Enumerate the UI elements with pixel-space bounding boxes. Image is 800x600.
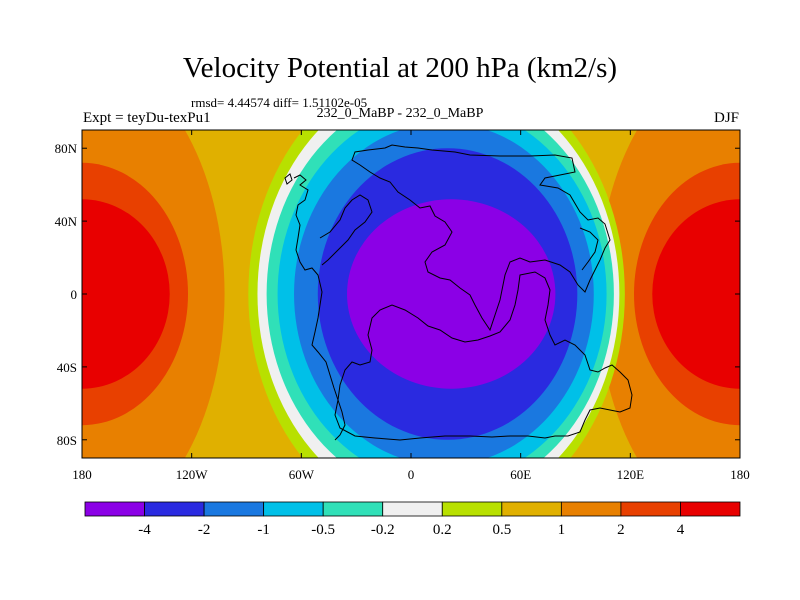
colorbar-label: -1: [257, 522, 270, 538]
x-tick-label: 60E: [510, 467, 531, 482]
x-tick-label: 120E: [617, 467, 645, 482]
colorbar-label: 0.2: [433, 522, 452, 538]
colorbar-box: [382, 501, 443, 517]
stats-text: rmsd= 4.44574 diff= 1.51102e-05: [191, 95, 368, 110]
x-tick-label: 120W: [176, 467, 209, 482]
colorbar-box: [680, 501, 741, 517]
x-tick-label: 0: [408, 467, 415, 482]
colorbar-label: 2: [617, 522, 625, 538]
comparison-label: 232_0_MaBP - 232_0_MaBP: [316, 106, 484, 121]
colorbar-box: [501, 501, 562, 517]
contour-band-positive: [652, 199, 740, 389]
continent-outline: [284, 144, 633, 441]
experiment-label: Expt = teyDu-texPu1: [83, 110, 211, 126]
colorbar-box: [322, 501, 384, 517]
x-tick-label: 180: [730, 467, 750, 482]
x-tick-label: 180: [72, 467, 92, 482]
colorbar-label: -0.5: [311, 522, 335, 538]
y-tick-label: 40N: [55, 214, 78, 229]
colorbar-box: [560, 501, 622, 517]
season-label: DJF: [713, 110, 739, 126]
colorbar-label: 4: [677, 522, 685, 538]
colorbar-box: [84, 501, 145, 517]
chart-title: Velocity Potential at 200 hPa (km2/s): [182, 52, 618, 84]
axes: 180 120W 60W 0 60E 120E 180 80N 40N 0 40S 80S: [55, 130, 750, 482]
colorbar-label: -2: [198, 522, 211, 538]
contour-field: [82, 130, 740, 458]
colorbar-box: [263, 501, 324, 517]
colorbar-label: -0.2: [371, 522, 395, 538]
colorbar-box: [441, 501, 503, 517]
contour-band: [347, 199, 556, 389]
colorbar-box: [620, 501, 681, 517]
y-tick-label: 80N: [55, 141, 78, 156]
y-tick-label: 80S: [57, 433, 77, 448]
y-tick-label: 40S: [57, 360, 77, 375]
colorbar-label: 1: [558, 522, 566, 538]
x-tick-label: 60W: [289, 467, 315, 482]
colorbar-label: 0.5: [492, 522, 511, 538]
colorbar: -4 -2 -1 -0.5 -0.2 0.2 0.5 1 2 4: [84, 501, 741, 538]
contour-band-positive: [82, 199, 170, 389]
colorbar-box: [144, 501, 205, 517]
y-tick-label: 0: [71, 287, 78, 302]
colorbar-box: [203, 501, 265, 517]
colorbar-label: -4: [138, 522, 151, 538]
